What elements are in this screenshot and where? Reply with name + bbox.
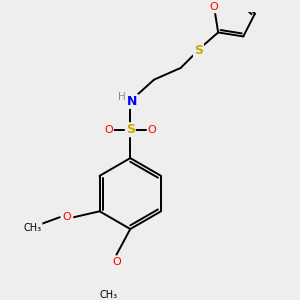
- Text: N: N: [127, 95, 137, 108]
- Text: O: O: [112, 257, 121, 267]
- Text: O: O: [210, 2, 218, 12]
- Text: O: O: [104, 125, 113, 135]
- Text: CH₃: CH₃: [100, 290, 118, 300]
- Text: CH₃: CH₃: [24, 223, 42, 233]
- Text: O: O: [62, 212, 71, 222]
- Text: S: S: [194, 44, 203, 57]
- Text: O: O: [148, 125, 156, 135]
- Text: S: S: [126, 123, 135, 136]
- Text: H: H: [118, 92, 125, 102]
